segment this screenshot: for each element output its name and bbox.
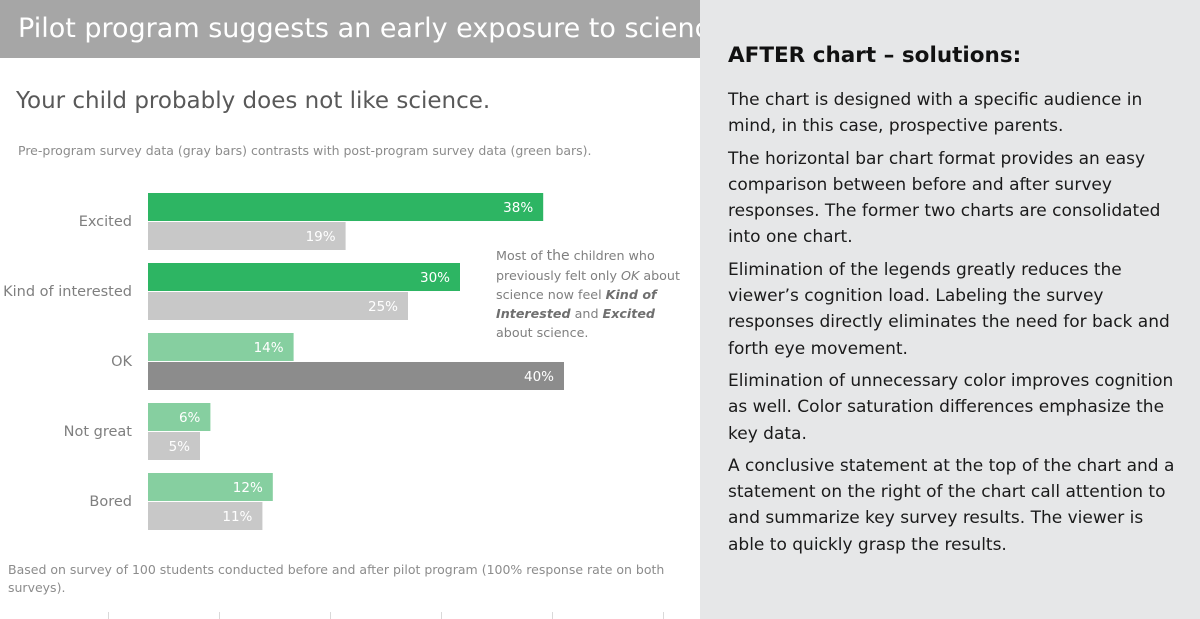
bar-value-label: 6% [179, 410, 201, 426]
pre-program-bar [148, 432, 200, 460]
post-program-bar [148, 473, 273, 501]
chart-callout: Most of the children who previously felt… [496, 246, 686, 342]
explanation-panel: AFTER chart – solutions: The chart is de… [700, 0, 1200, 619]
axis-tick [219, 612, 220, 619]
bar-value-label: 38% [503, 200, 533, 216]
category-label: Kind of interested [3, 284, 132, 300]
chart-footnote: Based on survey of 100 students conducte… [8, 562, 665, 595]
callout-excited: Excited [602, 306, 656, 321]
post-program-bar [148, 403, 211, 431]
callout-ok: OK [621, 268, 640, 283]
axis-tick [330, 612, 331, 619]
bar-value-label: 12% [233, 480, 263, 496]
banner-title: Pilot program suggests an early exposure… [18, 13, 735, 44]
callout-text: Most of [496, 248, 547, 263]
pre-program-bar [148, 362, 564, 390]
post-program-bar [148, 263, 460, 291]
axis-tick [441, 612, 442, 619]
explanation-paragraph: The horizontal bar chart format provides… [728, 148, 1161, 248]
callout-text: children who previously felt only [496, 248, 655, 283]
explanation-paragraph: Elimination of the legends greatly reduc… [728, 259, 1170, 359]
bar-value-label: 11% [222, 509, 252, 525]
category-label: Bored [89, 494, 132, 510]
title-banner: Pilot program suggests an early exposure… [0, 0, 735, 58]
bar-value-label: 40% [524, 369, 554, 385]
axis-tick [108, 612, 109, 619]
pre-program-bar [148, 222, 346, 250]
callout-kind-of-interested: Kind of Interested [496, 287, 657, 321]
chart-headline: Your child probably does not like scienc… [16, 88, 491, 114]
category-label: Not great [64, 424, 133, 440]
bar-value-label: 25% [368, 299, 398, 315]
category-label: Excited [79, 214, 132, 230]
bar-value-label: 5% [169, 439, 191, 455]
explanation-paragraph: The chart is designed with a specific au… [728, 90, 1143, 137]
bar-value-label: 19% [306, 229, 336, 245]
pre-program-bar [148, 502, 263, 530]
explanation-body: The chart is designed with a specific au… [728, 87, 1178, 564]
bar-value-label: 30% [420, 270, 450, 286]
axis-tick [663, 612, 664, 619]
pre-program-bar [148, 292, 408, 320]
chart-panel: Pilot program suggests an early exposure… [0, 0, 700, 619]
axis-ticks [108, 612, 668, 619]
chart-subtitle: Pre-program survey data (gray bars) cont… [18, 143, 592, 158]
callout-text: and [570, 306, 603, 321]
category-label: OK [111, 354, 132, 370]
post-program-bar [148, 333, 294, 361]
explanation-title: AFTER chart – solutions: [728, 43, 1022, 68]
explanation-paragraph: A conclusive statement at the top of the… [728, 455, 1175, 555]
axis-tick [552, 612, 553, 619]
bar-chart: Excited 38% 19% Kind of interested 30% 25% OK 1… [3, 193, 564, 530]
explanation-paragraph: Elimination of unnecessary color improve… [728, 370, 1174, 444]
post-program-bar [148, 193, 544, 221]
bar-value-label: 14% [254, 340, 284, 356]
callout-text: about science. [496, 325, 589, 340]
callout-text: about science now feel [496, 268, 680, 302]
callout-text: the [546, 248, 570, 264]
